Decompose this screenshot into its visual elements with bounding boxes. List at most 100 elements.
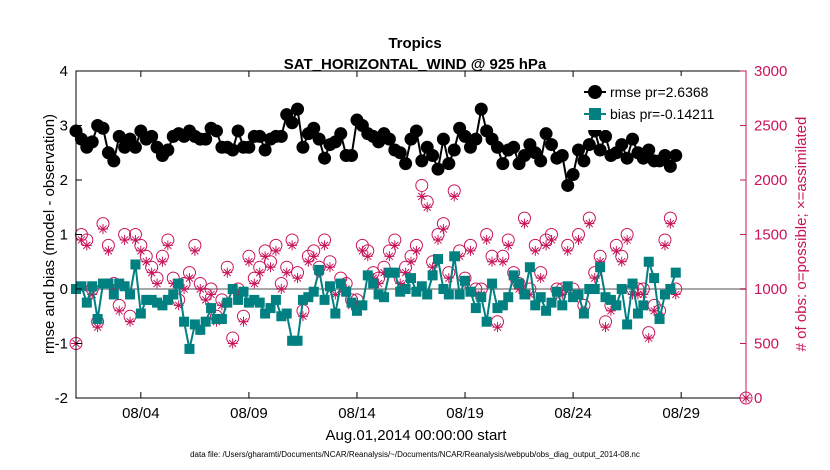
obs-assimilated-point [416, 191, 427, 202]
bias-point [573, 289, 584, 300]
bias-point [568, 292, 579, 303]
rmse-point [561, 178, 575, 192]
rmse-point [507, 140, 521, 154]
bias-point [384, 267, 395, 278]
bias-point [627, 278, 638, 289]
bias-point [308, 286, 319, 297]
rmse-point [593, 143, 607, 157]
rmse-point [626, 132, 640, 146]
obs-assimilated-point [81, 240, 92, 251]
obs-assimilated-point [487, 256, 498, 267]
bias-point [476, 292, 487, 303]
rmse-point [663, 159, 677, 173]
bias-point [292, 335, 303, 346]
bias-point [562, 281, 573, 292]
y2-tick-label: 3000 [754, 63, 787, 80]
rmse-point [231, 124, 245, 138]
rmse-point [307, 121, 321, 135]
rmse-point [669, 148, 683, 162]
x-tick-label: 08/14 [338, 405, 376, 422]
bias-point [503, 292, 514, 303]
obs-assimilated-point [222, 267, 233, 278]
bias-point [638, 300, 649, 311]
obs-assimilated-point [119, 234, 130, 245]
bias-point [135, 308, 146, 319]
bias-point [470, 303, 481, 314]
bias-point [378, 292, 389, 303]
bias-point [622, 319, 633, 330]
bias-point [179, 316, 190, 327]
obs-assimilated-point [157, 256, 168, 267]
rmse-point [258, 143, 272, 157]
bias-point [665, 284, 676, 294]
bias-point [535, 292, 546, 303]
bias-point [81, 297, 92, 308]
bias-point [287, 335, 298, 346]
legend-rmse-marker [588, 85, 602, 99]
obs-assimilated-point [400, 267, 411, 278]
chart-title: Tropics [388, 35, 441, 52]
bias-point [438, 284, 449, 294]
rmse-point [415, 154, 429, 168]
obs-assimilated-point [324, 262, 335, 273]
rmse-point [539, 127, 553, 141]
rmse-point [577, 154, 591, 168]
bias-point [616, 284, 627, 294]
rmse-point [334, 127, 348, 141]
bias-point [125, 289, 136, 300]
rmse-point [285, 116, 299, 130]
obs-assimilated-point [287, 240, 298, 251]
obs-assimilated-point [492, 322, 503, 333]
bias-point [368, 278, 379, 289]
rmse-point [399, 157, 413, 171]
rmse-point [474, 102, 488, 116]
bias-point [449, 251, 460, 262]
bias-point [654, 313, 665, 324]
obs-assimilated-point [584, 218, 595, 229]
obs-assimilated-point [411, 245, 422, 256]
rmse-point [209, 124, 223, 138]
bias-point [395, 286, 406, 297]
obs-assimilated-point [249, 278, 260, 289]
bias-point [497, 300, 508, 311]
rmse-point [517, 148, 531, 162]
bias-point [260, 308, 271, 319]
legend-bias-marker [589, 108, 601, 120]
bias-point [389, 267, 400, 278]
rmse-point [496, 157, 510, 171]
bias-point [200, 316, 211, 327]
obs-assimilated-point [130, 234, 141, 245]
x-tick-label: 08/09 [230, 405, 268, 422]
obs-assimilated-point [227, 338, 238, 349]
y-tick-label: 0 [60, 281, 68, 298]
axis-ticks: 08/04 08/09 08/14 08/19 08/24 08/29 -2 -1 0 1 2 3 4 0… [55, 63, 788, 422]
rmse-point [442, 157, 456, 171]
chart-subtitle: SAT_HORIZONTAL_WIND @ 925 hPa [284, 56, 547, 73]
obs-assimilated-point [665, 218, 676, 229]
obs-assimilated-point [465, 245, 476, 256]
obs-assimilated-point [433, 234, 444, 245]
obs-assimilated-point [135, 245, 146, 256]
bias-point [416, 281, 427, 292]
bias-point [206, 303, 217, 314]
rmse-point [274, 129, 288, 143]
bias-point [524, 262, 535, 273]
bias-point [492, 303, 503, 314]
legend-rmse-label: rmse pr=2.6368 [610, 84, 709, 100]
bias-point [632, 308, 643, 319]
bias-point [281, 308, 292, 319]
x-tick-label: 08/29 [662, 405, 700, 422]
rmse-point [431, 162, 445, 176]
rmse-point [296, 140, 310, 154]
bias-point [243, 297, 254, 308]
bias-point [427, 270, 438, 281]
bias-point [276, 311, 287, 322]
rmse-point [436, 132, 450, 146]
bias-point [119, 281, 130, 292]
bias-point [465, 286, 476, 297]
obs-assimilated-point [254, 267, 265, 278]
bias-point [270, 294, 281, 305]
y2-tick-label: 2500 [754, 118, 787, 135]
bias-point [411, 286, 422, 297]
